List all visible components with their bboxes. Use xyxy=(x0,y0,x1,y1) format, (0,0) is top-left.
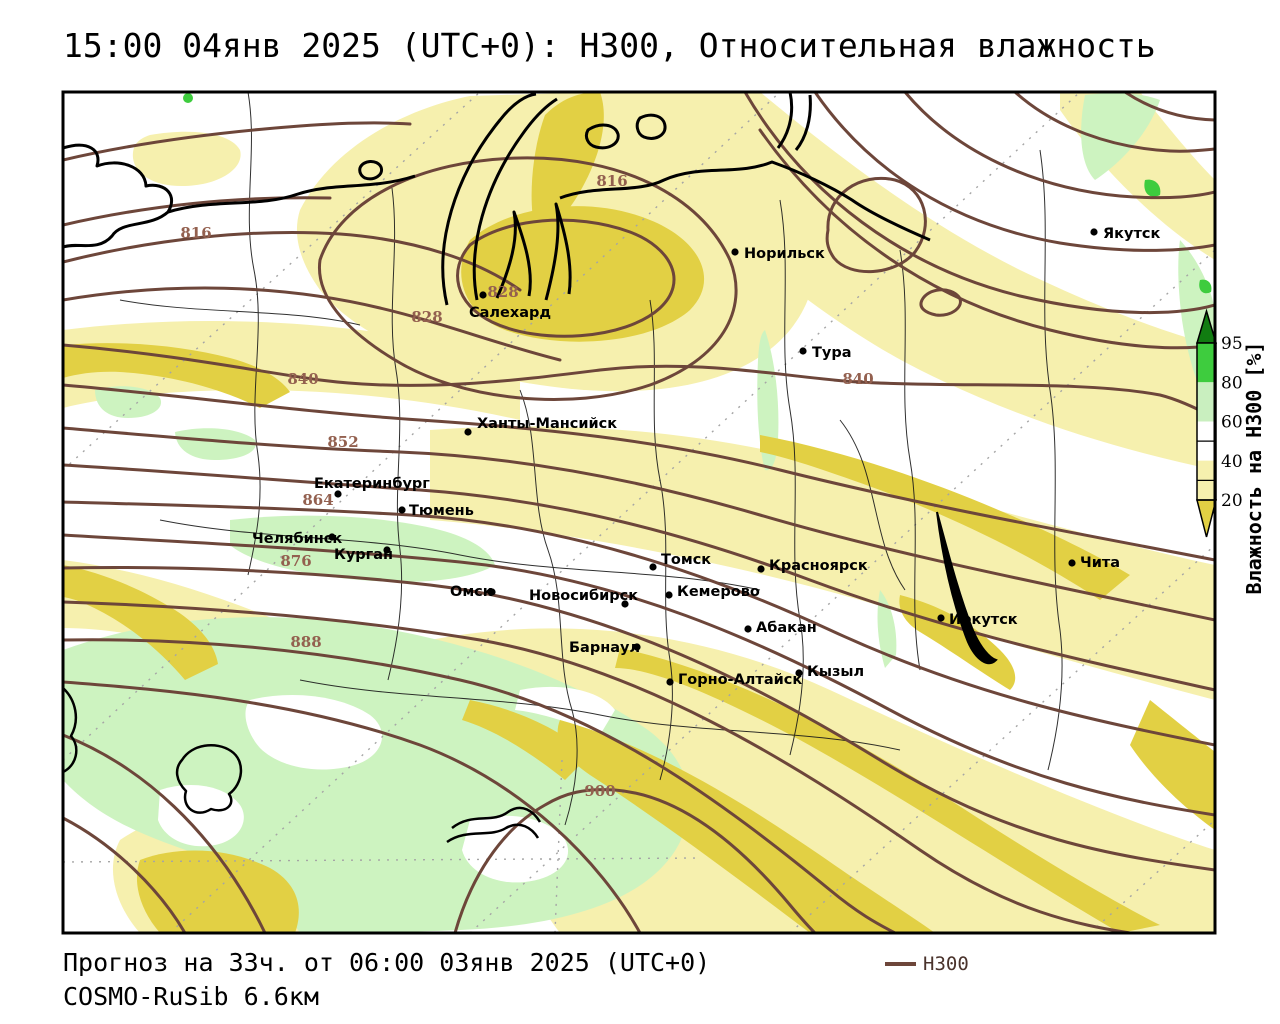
city-label: Ханты-Мансийск xyxy=(477,416,617,432)
model-info: COSMO-RuSib 6.6км xyxy=(63,982,319,1011)
contour-value-label: 852 xyxy=(327,433,358,451)
city-dot xyxy=(665,591,673,599)
city-dot xyxy=(1090,228,1098,236)
city-label: Норильск xyxy=(744,246,825,262)
city-dot xyxy=(334,490,342,498)
city-dot xyxy=(666,678,674,686)
city-label: Красноярск xyxy=(769,558,868,574)
city-label: Томск xyxy=(661,552,711,568)
city-dot xyxy=(479,291,487,299)
colorbar-title: Влажность на H300 [%] xyxy=(1242,342,1266,595)
city-dot xyxy=(744,625,752,633)
city-label: Салехард xyxy=(469,305,551,321)
humidity-fill-bright-green xyxy=(183,93,1212,294)
city-label: Екатеринбург xyxy=(314,476,430,492)
city-label: Абакан xyxy=(756,620,817,636)
h300-legend-label: H300 xyxy=(923,953,969,975)
colorbar-tick-label: 95 xyxy=(1221,334,1243,354)
colorbar-ticks-layer: 95 80 60 40 20 xyxy=(1221,334,1243,511)
colorbar-dividers xyxy=(1197,440,1216,482)
contour-lines-h300 xyxy=(63,92,1215,933)
city-dot xyxy=(621,600,629,608)
region-borders xyxy=(119,92,1063,826)
contour-value-label: 876 xyxy=(280,552,311,570)
city-label: Кызыл xyxy=(807,664,864,680)
city-label: Новосибирск xyxy=(529,588,638,604)
city-dot xyxy=(1068,559,1076,567)
city-label: Якутск xyxy=(1103,226,1160,242)
city-label: Тюмень xyxy=(409,503,474,519)
coastline xyxy=(63,92,931,844)
contour-value-label: 840 xyxy=(287,370,318,388)
contour-value-label: 888 xyxy=(290,633,321,651)
colorbar: 95 80 60 40 20 Влажность на H300 [%] xyxy=(1195,308,1266,595)
contour-value-label: 816 xyxy=(180,224,211,242)
city-label: Курган xyxy=(334,547,393,563)
city-dot xyxy=(757,565,765,573)
contour-value-label: 816 xyxy=(596,172,627,190)
city-dot xyxy=(464,428,472,436)
city-dot xyxy=(649,563,657,571)
city-label: Тура xyxy=(812,345,852,361)
colorbar-tick-label: 60 xyxy=(1221,413,1243,433)
city-label: Иркутск xyxy=(949,612,1018,628)
city-dot xyxy=(383,546,391,554)
city-dot xyxy=(398,506,406,514)
page-title: 15:00 04янв 2025 (UTC+0): H300, Относите… xyxy=(63,26,1156,65)
contour-value-label: 828 xyxy=(487,283,518,301)
colorbar-tick-label: 40 xyxy=(1221,452,1243,472)
city-label: Омск xyxy=(450,584,493,600)
map-border xyxy=(61,90,1217,935)
lake-baikal xyxy=(936,511,998,665)
city-dot xyxy=(633,643,641,651)
city-label: Горно-Алтайск xyxy=(678,672,802,688)
colorbar-tick-label: 80 xyxy=(1221,373,1243,393)
colorbar-tick-label: 20 xyxy=(1221,491,1243,511)
h300-legend-line xyxy=(885,962,916,966)
city-dot xyxy=(795,669,803,677)
map-canvas xyxy=(63,92,1215,933)
city-label: Челябинск xyxy=(252,531,342,547)
city-label: Барнаул xyxy=(569,640,640,656)
cities-layer: Норильск Якутск Салехард Тура Ханты-Мансийск… xyxy=(252,226,1160,688)
city-dot xyxy=(731,248,739,256)
contour-value-label: 900 xyxy=(584,782,615,800)
contour-value-label: 864 xyxy=(302,491,333,509)
city-dot xyxy=(799,347,807,355)
colorbar-seg-60-80 xyxy=(1197,382,1216,422)
colorbar-seg-80-95 xyxy=(1197,343,1216,383)
city-dot xyxy=(937,614,945,622)
city-dot xyxy=(488,588,496,596)
contour-value-label: 828 xyxy=(411,308,442,326)
contour-labels-layer: 816 816 828 828 840 840 852 864 876 888 900 xyxy=(180,172,873,800)
forecast-info: Прогноз на 33ч. от 06:00 03янв 2025 (UTC… xyxy=(63,948,711,977)
city-dot xyxy=(328,533,336,541)
city-label: Чита xyxy=(1080,555,1120,571)
contour-value-label: 840 xyxy=(842,370,873,388)
city-label: Кемерово xyxy=(677,584,760,600)
